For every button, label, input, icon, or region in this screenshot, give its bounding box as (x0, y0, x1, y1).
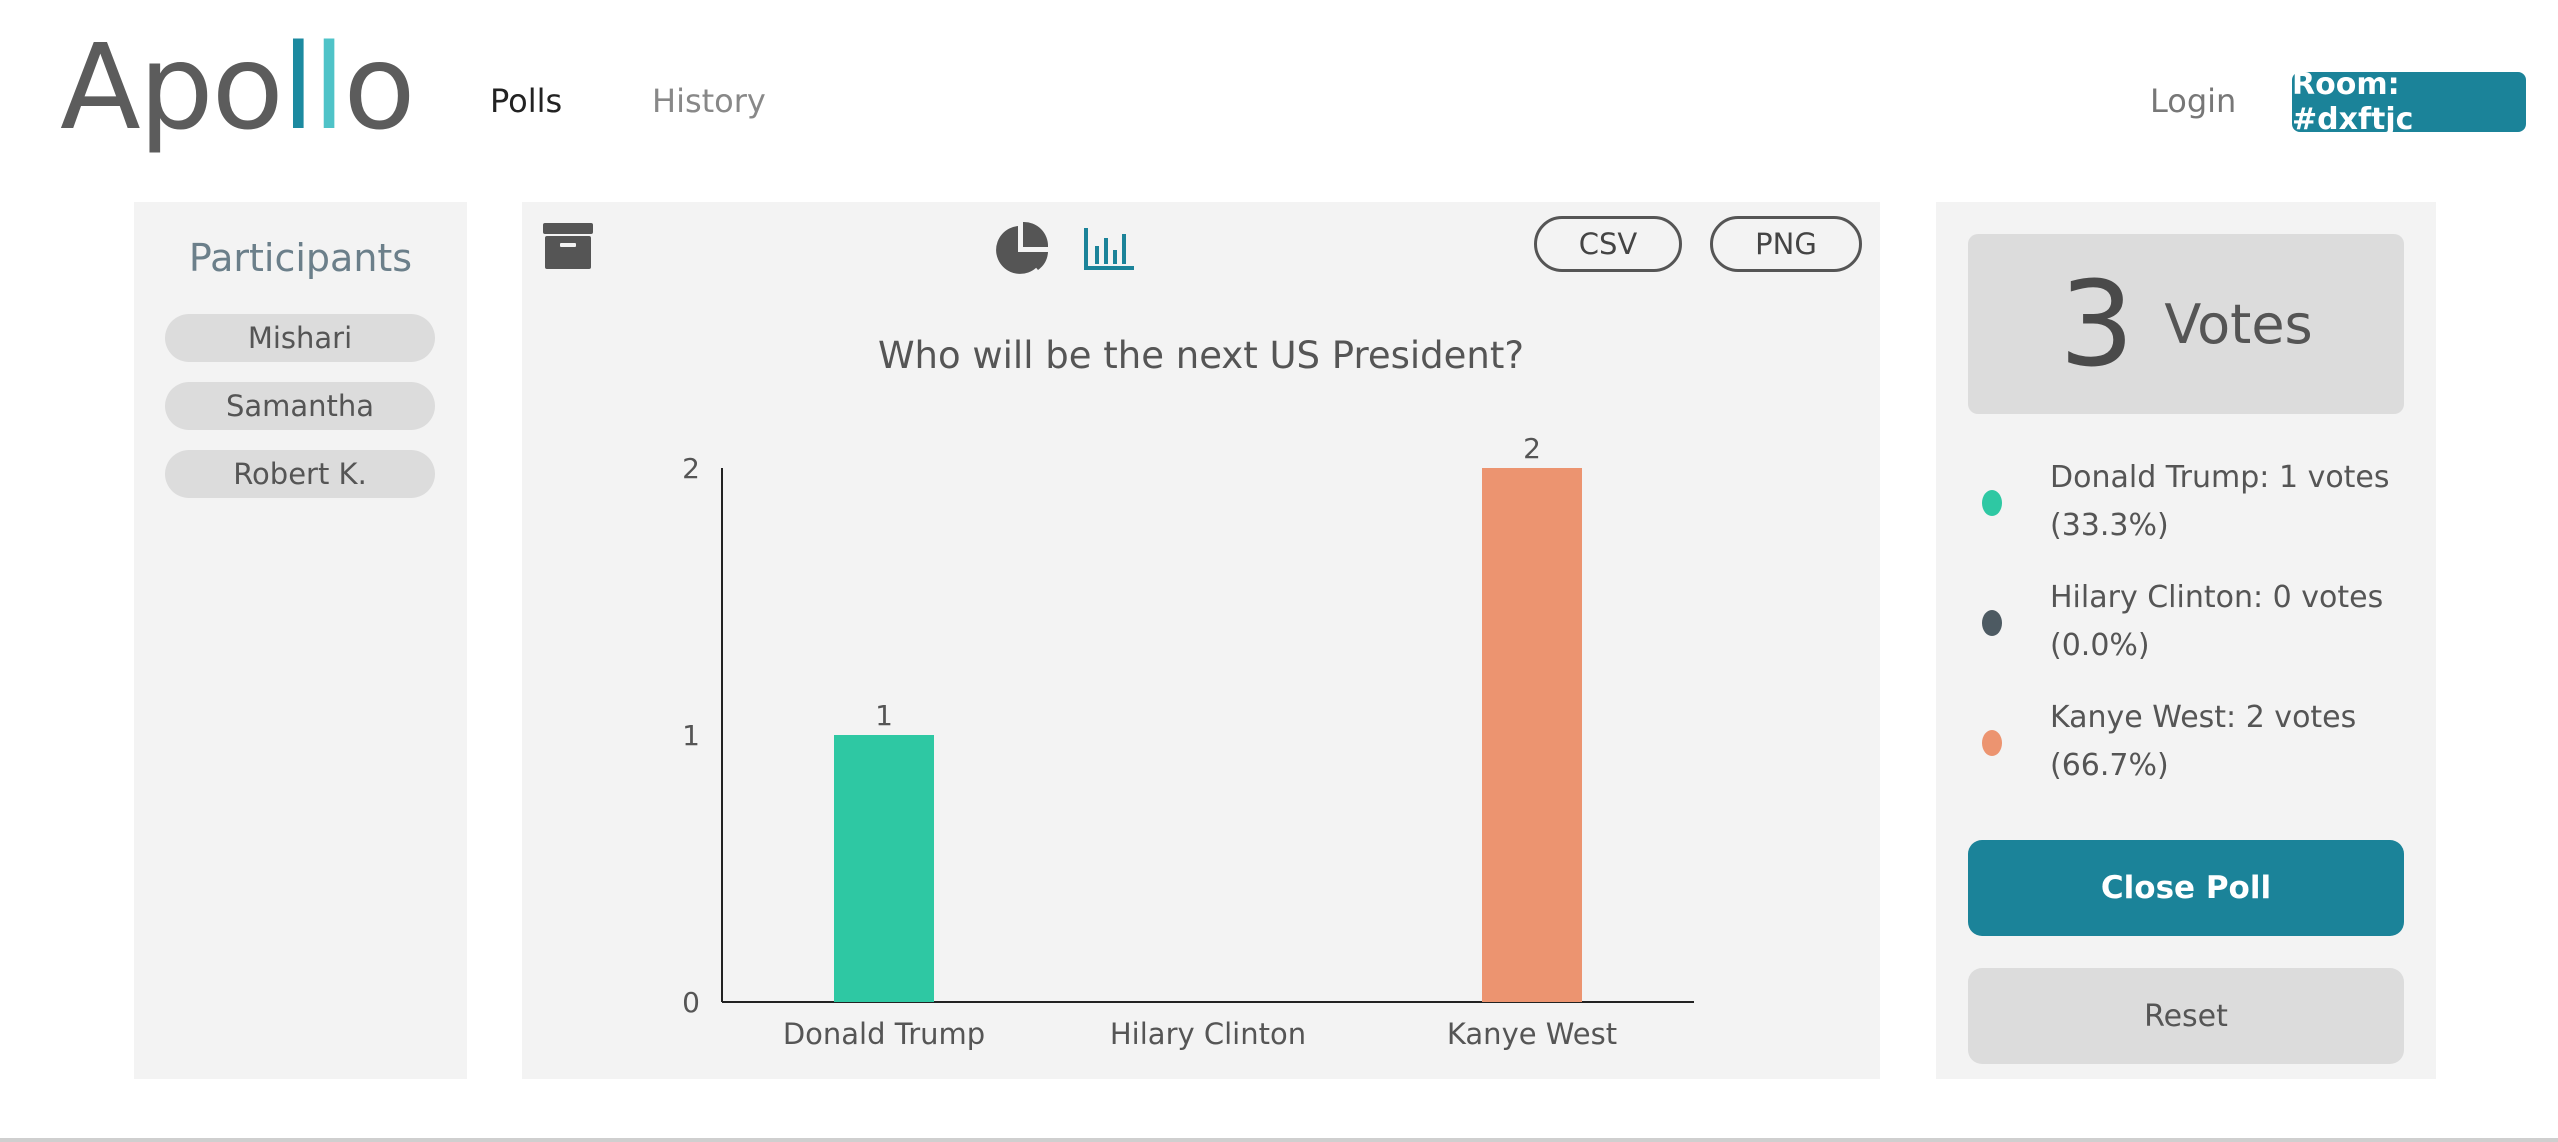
app-header: Apollo Polls History Login Room: #dxftjc (0, 0, 2558, 200)
bar-chart: 0 1 2 1 Donald Trump Hilary Clinton 2 Kanye Wes… (682, 432, 1694, 1051)
legend-text: Hilary Clinton: 0 votes (0.0%) (2050, 580, 2384, 663)
nav-history[interactable]: History (652, 82, 766, 120)
participants-title: Participants (188, 236, 413, 280)
participant-chip: Robert K. (165, 450, 435, 498)
x-tick-label: Kanye West (1447, 1017, 1617, 1051)
archive-icon[interactable] (542, 222, 594, 270)
csv-export-button[interactable]: CSV (1534, 216, 1682, 272)
y-tick-label: 0 (682, 986, 700, 1019)
participants-panel: Participants Mishari Samantha Robert K. (134, 202, 467, 1079)
logo-text-o: o (343, 18, 415, 156)
logo-letter-l2: l (312, 18, 346, 156)
participant-chip: Samantha (165, 382, 435, 430)
bar (1482, 468, 1582, 1002)
vote-total-count: 3 (2059, 255, 2135, 393)
nav-polls[interactable]: Polls (490, 82, 563, 120)
results-panel: 3 Votes Donald Trump: 1 votes (33.3%) Hi… (1936, 202, 2436, 1079)
bar-value-label: 2 (1523, 432, 1541, 465)
bar (834, 735, 934, 1002)
pie-chart-icon[interactable] (992, 220, 1050, 278)
legend-item: Donald Trump: 1 votes (33.3%) (1968, 454, 2404, 554)
y-tick-label: 1 (682, 719, 700, 752)
reset-button[interactable]: Reset (1968, 968, 2404, 1064)
bar-chart-icon[interactable] (1082, 224, 1136, 272)
logo-text-apo: Apo (60, 18, 284, 156)
legend-text: Kanye West: 2 votes (66.7%) (2050, 700, 2357, 783)
bar-value-label: 1 (875, 699, 893, 732)
legend-dot (1982, 730, 2002, 756)
chart-panel: CSV PNG Who will be the next US Presiden… (522, 202, 1880, 1079)
x-tick-label: Hilary Clinton (1110, 1017, 1306, 1051)
apollo-logo[interactable]: Apollo (60, 28, 416, 146)
chart-title: Who will be the next US President? (877, 334, 1525, 377)
legend-dot (1982, 610, 2002, 636)
png-export-button[interactable]: PNG (1710, 216, 1862, 272)
bottom-divider (0, 1138, 2558, 1142)
vote-total-box: 3 Votes (1968, 234, 2404, 414)
legend-text: Donald Trump: 1 votes (33.3%) (2050, 460, 2390, 543)
room-badge[interactable]: Room: #dxftjc (2292, 67, 2526, 137)
x-tick-label: Donald Trump (783, 1017, 985, 1051)
participant-chip: Mishari (165, 314, 435, 362)
vote-total-label: Votes (2164, 292, 2313, 356)
login-link[interactable]: Login (2150, 82, 2237, 120)
y-tick-label: 2 (682, 452, 700, 485)
legend-item: Hilary Clinton: 0 votes (0.0%) (1968, 574, 2404, 674)
legend-dot (1982, 490, 2002, 516)
close-poll-button[interactable]: Close Poll (1968, 840, 2404, 936)
logo-letter-l1: l (281, 18, 315, 156)
legend-item: Kanye West: 2 votes (66.7%) (1968, 694, 2404, 794)
